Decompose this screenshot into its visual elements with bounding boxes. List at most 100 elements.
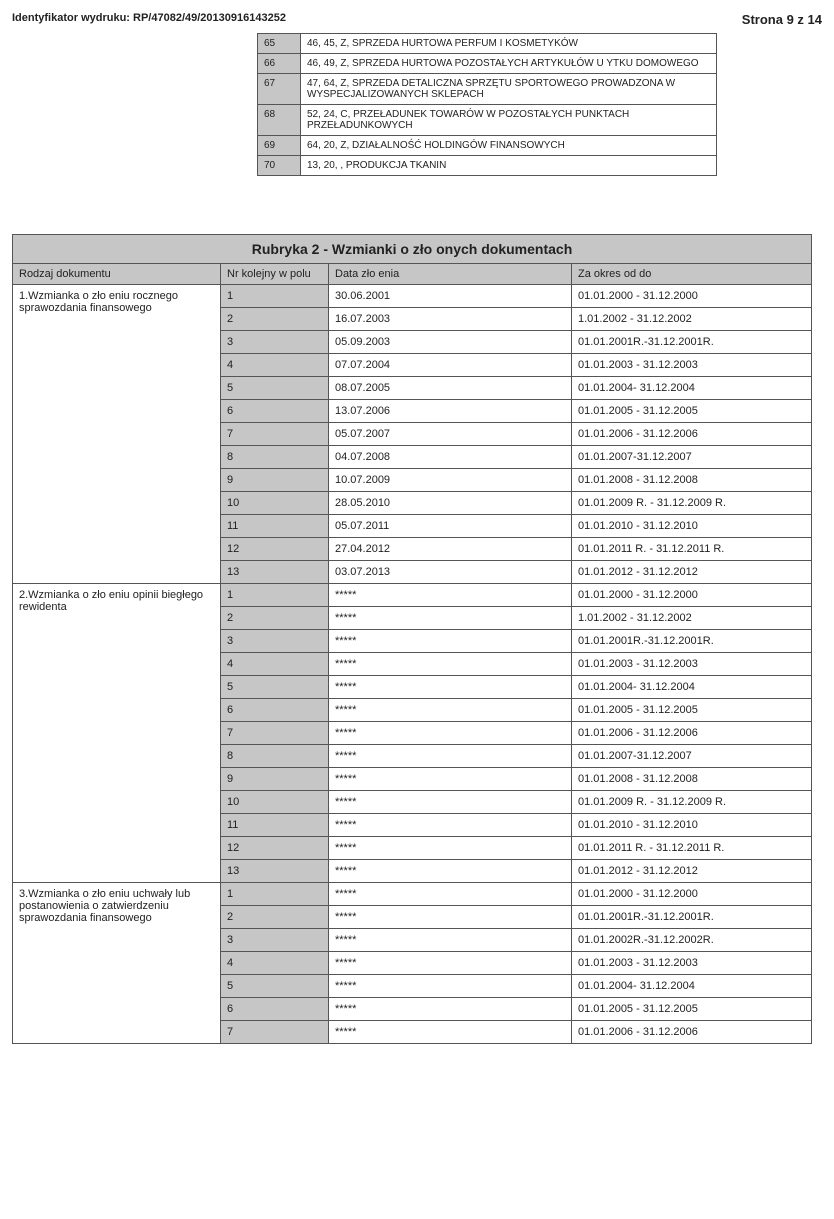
row-number: 5 [221,676,329,699]
row-number: 6 [221,699,329,722]
activity-number: 70 [258,156,301,176]
rubryka-title-row: Rubryka 2 - Wzmianki o zło onych dokumen… [13,235,812,264]
submission-date: ***** [329,837,572,860]
period-range: 01.01.2011 R. - 31.12.2011 R. [572,837,812,860]
submission-date: ***** [329,952,572,975]
row-number: 8 [221,446,329,469]
row-number: 4 [221,952,329,975]
submission-date: ***** [329,584,572,607]
document-type-label: 2.Wzmianka o zło eniu opinii biegłego re… [13,584,221,883]
activity-number: 67 [258,74,301,105]
activity-number: 69 [258,136,301,156]
period-range: 01.01.2005 - 31.12.2005 [572,400,812,423]
row-number: 12 [221,837,329,860]
submission-date: ***** [329,929,572,952]
row-number: 10 [221,791,329,814]
rubryka-title: Rubryka 2 - Wzmianki o zło onych dokumen… [13,235,812,264]
row-number: 10 [221,492,329,515]
page-number: Strona 9 z 14 [742,12,822,27]
row-number: 11 [221,814,329,837]
col-nr: Nr kolejny w polu [221,264,329,285]
period-range: 01.01.2001R.-31.12.2001R. [572,630,812,653]
submission-date: ***** [329,630,572,653]
row-number: 6 [221,400,329,423]
row-number: 9 [221,469,329,492]
period-range: 01.01.2003 - 31.12.2003 [572,952,812,975]
submission-date: ***** [329,768,572,791]
documents-table: Rubryka 2 - Wzmianki o zło onych dokumen… [12,234,812,1044]
period-range: 01.01.2002R.-31.12.2002R. [572,929,812,952]
submission-date: 27.04.2012 [329,538,572,561]
activity-text: 46, 45, Z, SPRZEDA HURTOWA PERFUM I KOSM… [301,34,717,54]
submission-date: 05.07.2011 [329,515,572,538]
submission-date: ***** [329,722,572,745]
row-number: 13 [221,860,329,883]
activity-row: 6646, 49, Z, SPRZEDA HURTOWA POZOSTAŁYCH… [258,54,717,74]
period-range: 1.01.2002 - 31.12.2002 [572,607,812,630]
row-number: 5 [221,377,329,400]
period-range: 01.01.2005 - 31.12.2005 [572,699,812,722]
period-range: 01.01.2004- 31.12.2004 [572,377,812,400]
row-number: 2 [221,906,329,929]
period-range: 01.01.2010 - 31.12.2010 [572,515,812,538]
submission-date: 04.07.2008 [329,446,572,469]
submission-date: ***** [329,814,572,837]
col-rodzaj: Rodzaj dokumentu [13,264,221,285]
row-number: 1 [221,285,329,308]
period-range: 01.01.2000 - 31.12.2000 [572,584,812,607]
row-number: 7 [221,1021,329,1044]
row-number: 2 [221,607,329,630]
row-number: 5 [221,975,329,998]
period-range: 01.01.2007-31.12.2007 [572,446,812,469]
activity-row: 7013, 20, , PRODUKCJA TKANIN [258,156,717,176]
submission-date: ***** [329,998,572,1021]
submission-date: ***** [329,1021,572,1044]
submission-date: 30.06.2001 [329,285,572,308]
activity-row: 6747, 64, Z, SPRZEDA DETALICZNA SPRZĘTU … [258,74,717,105]
page-header: Identyfikator wydruku: RP/47082/49/20130… [12,12,822,27]
submission-date: ***** [329,883,572,906]
submission-date: ***** [329,906,572,929]
period-range: 01.01.2001R.-31.12.2001R. [572,331,812,354]
activity-text: 47, 64, Z, SPRZEDA DETALICZNA SPRZĘTU SP… [301,74,717,105]
period-range: 01.01.2003 - 31.12.2003 [572,653,812,676]
row-number: 4 [221,653,329,676]
document-row: 2.Wzmianka o zło eniu opinii biegłego re… [13,584,812,607]
period-range: 01.01.2004- 31.12.2004 [572,676,812,699]
period-range: 01.01.2005 - 31.12.2005 [572,998,812,1021]
period-range: 01.01.2003 - 31.12.2003 [572,354,812,377]
submission-date: 05.09.2003 [329,331,572,354]
activity-text: 13, 20, , PRODUKCJA TKANIN [301,156,717,176]
document-row: 1.Wzmianka o zło eniu rocznego sprawozda… [13,285,812,308]
row-number: 4 [221,354,329,377]
row-number: 7 [221,722,329,745]
submission-date: ***** [329,653,572,676]
document-row: 3.Wzmianka o zło eniu uchwały lub postan… [13,883,812,906]
submission-date: 05.07.2007 [329,423,572,446]
submission-date: ***** [329,975,572,998]
submission-date: ***** [329,860,572,883]
period-range: 01.01.2000 - 31.12.2000 [572,883,812,906]
row-number: 11 [221,515,329,538]
period-range: 01.01.2004- 31.12.2004 [572,975,812,998]
row-number: 13 [221,561,329,584]
period-range: 01.01.2000 - 31.12.2000 [572,285,812,308]
row-number: 3 [221,630,329,653]
print-identifier: Identyfikator wydruku: RP/47082/49/20130… [12,12,286,27]
submission-date: 03.07.2013 [329,561,572,584]
row-number: 6 [221,998,329,1021]
activity-row: 6964, 20, Z, DZIAŁALNOŚĆ HOLDINGÓW FINAN… [258,136,717,156]
activity-text: 46, 49, Z, SPRZEDA HURTOWA POZOSTAŁYCH A… [301,54,717,74]
period-range: 01.01.2012 - 31.12.2012 [572,561,812,584]
period-range: 01.01.2010 - 31.12.2010 [572,814,812,837]
period-range: 01.01.2008 - 31.12.2008 [572,469,812,492]
period-range: 01.01.2007-31.12.2007 [572,745,812,768]
submission-date: 08.07.2005 [329,377,572,400]
row-number: 1 [221,883,329,906]
period-range: 01.01.2011 R. - 31.12.2011 R. [572,538,812,561]
submission-date: ***** [329,791,572,814]
submission-date: ***** [329,607,572,630]
period-range: 01.01.2012 - 31.12.2012 [572,860,812,883]
activity-number: 66 [258,54,301,74]
period-range: 01.01.2009 R. - 31.12.2009 R. [572,791,812,814]
